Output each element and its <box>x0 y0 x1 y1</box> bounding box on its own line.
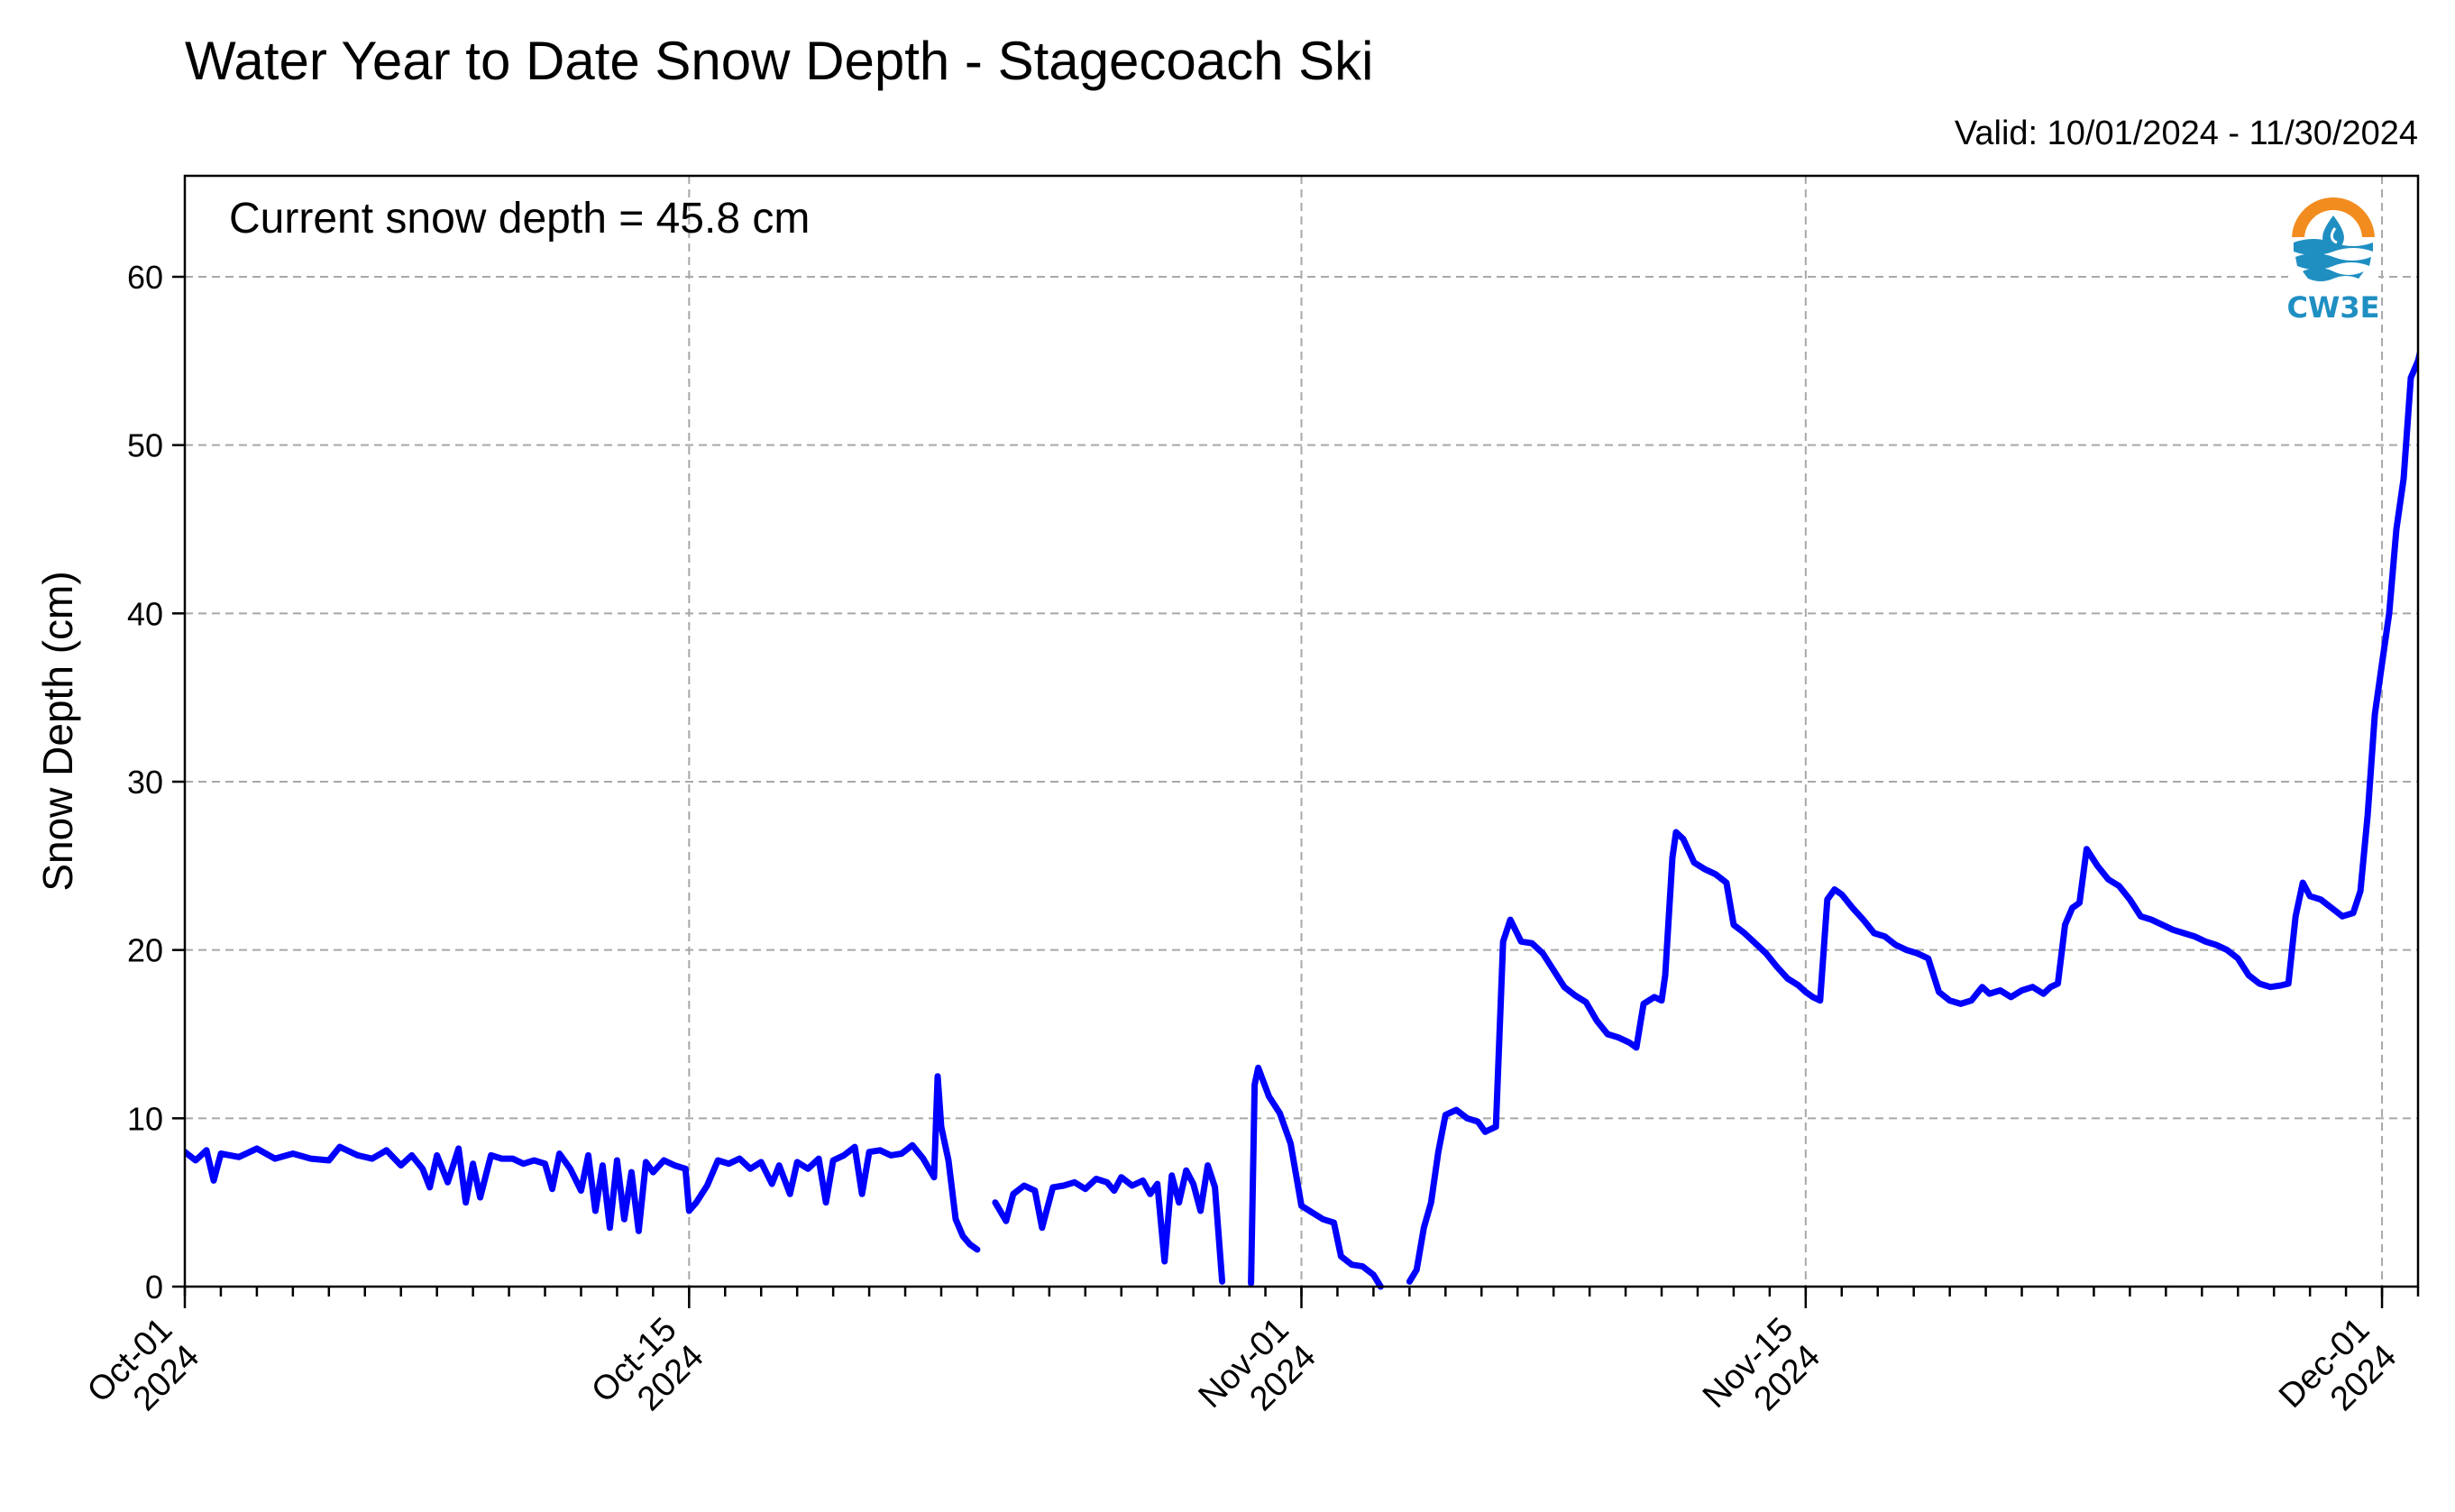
snow-depth-series <box>185 347 2418 1290</box>
y-tick-label: 50 <box>127 427 163 464</box>
logo-text: CW3E <box>2287 290 2380 325</box>
cw3e-logo: CW3E <box>2287 197 2380 325</box>
y-tick-label: 60 <box>127 259 163 296</box>
plot-frame <box>183 174 2420 1288</box>
y-tick-label: 20 <box>127 932 163 969</box>
water-drop-icon <box>2288 197 2378 286</box>
chart-title: Water Year to Date Snow Depth - Stagecoa… <box>185 31 1374 91</box>
snow-depth-line-segment <box>992 1162 1226 1285</box>
grid-lines <box>185 176 2418 1287</box>
snow-depth-line-segment <box>185 1073 981 1253</box>
y-axis-ticks: 0 10 20 30 40 50 60 <box>127 259 185 1306</box>
snow-depth-line-segment <box>1406 347 2418 1285</box>
valid-date-range: Valid: 10/01/2024 - 11/30/2024 <box>1955 115 2418 152</box>
y-tick-label: 10 <box>127 1100 163 1137</box>
y-tick-label: 30 <box>127 764 163 801</box>
snow-depth-line-segment <box>1248 1064 1384 1290</box>
y-axis-label: Snow Depth (cm) <box>34 571 81 891</box>
y-tick-label: 40 <box>127 595 163 632</box>
current-depth-annotation: Current snow depth = 45.8 cm <box>229 195 810 243</box>
y-tick-label: 0 <box>145 1269 163 1306</box>
